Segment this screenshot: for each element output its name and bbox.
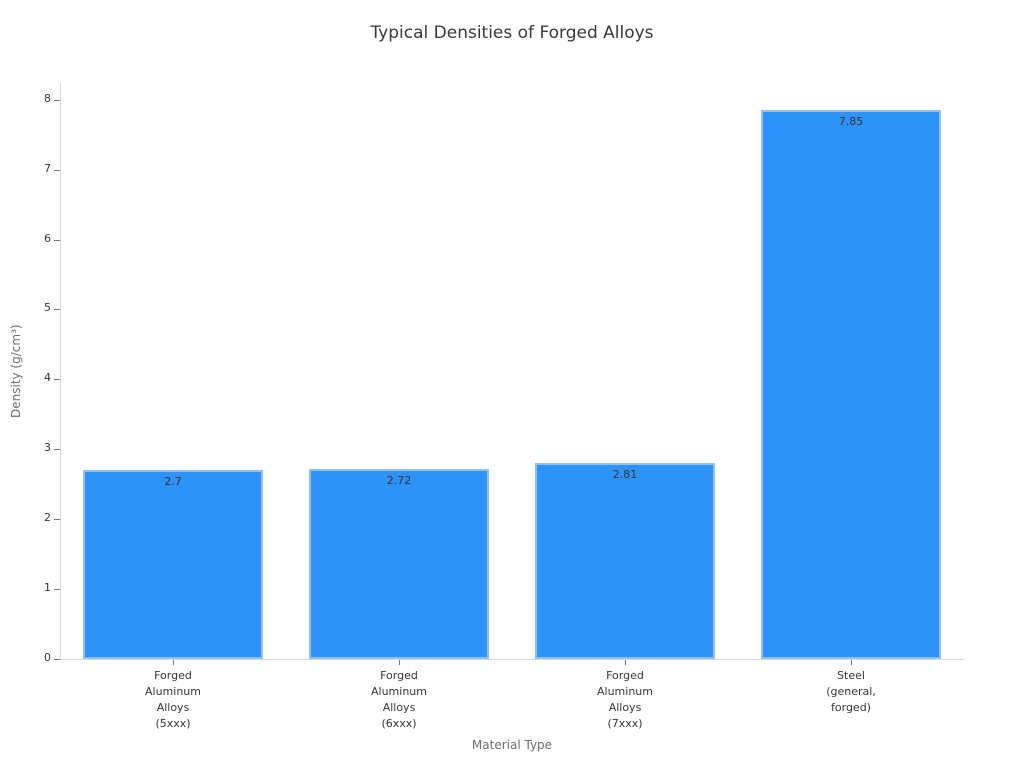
y-tick-mark — [54, 379, 60, 381]
x-tick-label: Steel (general, forged) — [826, 669, 876, 714]
x-tick-label: Forged Aluminum Alloys (7xxx) — [597, 669, 653, 730]
bar-value-label: 7.85 — [838, 115, 864, 129]
y-tick-mark — [54, 309, 60, 311]
y-tick-label: 8 — [44, 91, 51, 105]
chart-title: Typical Densities of Forged Alloys — [370, 23, 654, 43]
y-tick-label: 1 — [44, 581, 51, 595]
x-tick-mark — [625, 660, 626, 665]
bar-value-label: 2.7 — [164, 475, 182, 489]
y-tick-mark — [54, 239, 60, 241]
x-tick-mark — [399, 660, 400, 665]
bar-value-label: 2.81 — [612, 467, 638, 481]
y-tick-label: 4 — [44, 371, 51, 385]
y-tick-label: 3 — [44, 441, 51, 455]
y-tick-mark — [54, 99, 60, 101]
y-tick-mark — [54, 169, 60, 171]
y-tick-label: 0 — [44, 651, 51, 664]
y-tick-mark — [54, 659, 60, 660]
x-axis-spine — [60, 659, 964, 660]
x-tick-mark — [851, 660, 852, 665]
bar-3: 7.85 — [760, 110, 942, 659]
y-tick-mark — [54, 519, 60, 521]
x-axis-title: Material Type — [471, 738, 553, 752]
y-tick-mark — [54, 449, 60, 451]
y-tick-label: 7 — [44, 161, 51, 175]
y-tick-mark — [54, 589, 60, 591]
x-tick-label: Forged Aluminum Alloys (5xxx) — [145, 669, 201, 730]
y-axis-spine — [60, 83, 61, 660]
bar-2: 2.81 — [534, 462, 716, 659]
bar-value-label: 2.72 — [386, 473, 412, 487]
bar-1: 2.72 — [308, 468, 490, 659]
y-tick-label: 5 — [44, 301, 51, 315]
y-tick-label: 2 — [44, 511, 51, 525]
bar-0: 2.7 — [82, 470, 264, 659]
y-tick-label: 6 — [44, 231, 51, 245]
x-tick-mark — [173, 660, 174, 665]
x-tick-label: Forged Aluminum Alloys (6xxx) — [371, 669, 427, 730]
